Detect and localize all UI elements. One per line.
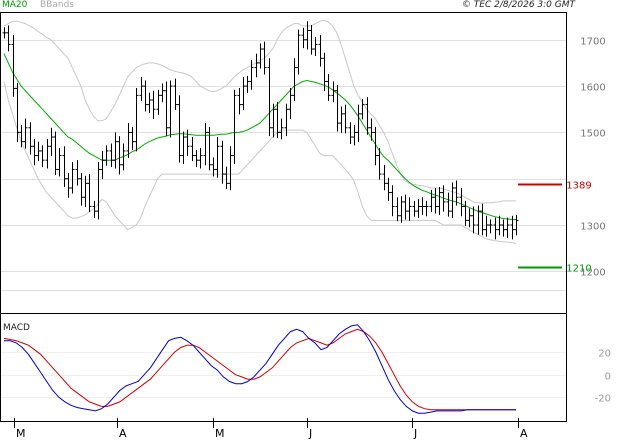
- axes: 1200 1300 1500 1600 1700 M A M J J A 20 0 -20: [0, 12, 611, 440]
- x-tick-label: A: [520, 427, 528, 440]
- copyright-text: © TEC 2/8/2026 3:0 GMT: [461, 0, 575, 10]
- ma20-line: [3, 53, 516, 220]
- price-tick-label: 1600: [580, 83, 605, 94]
- level-label-resistance: 1389: [566, 181, 591, 192]
- macd-tick-label: -20: [595, 394, 611, 405]
- x-tick-label: M: [215, 427, 225, 440]
- price-bars: [2, 21, 519, 240]
- x-tick-label: J: [413, 427, 417, 440]
- level-label-support: 1210: [566, 264, 591, 275]
- price-levels: 1389 1210: [518, 181, 592, 275]
- macd-tick-label: 20: [598, 349, 611, 360]
- x-tick-label: A: [119, 427, 127, 440]
- price-tick-label: 1500: [580, 129, 605, 140]
- macd-signal-line: [3, 328, 516, 411]
- price-tick-label: 1300: [580, 222, 605, 233]
- bb-lower-line: [3, 81, 517, 244]
- price-tick-label: 1200: [580, 268, 605, 279]
- macd-tick-label: 0: [605, 372, 611, 383]
- ma20-line-group: [3, 53, 516, 220]
- macd-panel: [3, 324, 516, 414]
- x-tick-label: M: [16, 427, 26, 440]
- price-tick-label: 1700: [580, 37, 605, 48]
- legend-bbands: BBands: [40, 0, 74, 10]
- macd-line: [4, 324, 516, 414]
- grid: [1, 40, 566, 398]
- macd-title: MACD: [3, 323, 30, 333]
- chart-header: MA20 BBands © TEC 2/8/2026 3:0 GMT: [0, 0, 627, 12]
- x-tick-label: J: [308, 427, 312, 440]
- plot-frame: [0, 12, 567, 422]
- legend-ma20: MA20: [2, 0, 28, 10]
